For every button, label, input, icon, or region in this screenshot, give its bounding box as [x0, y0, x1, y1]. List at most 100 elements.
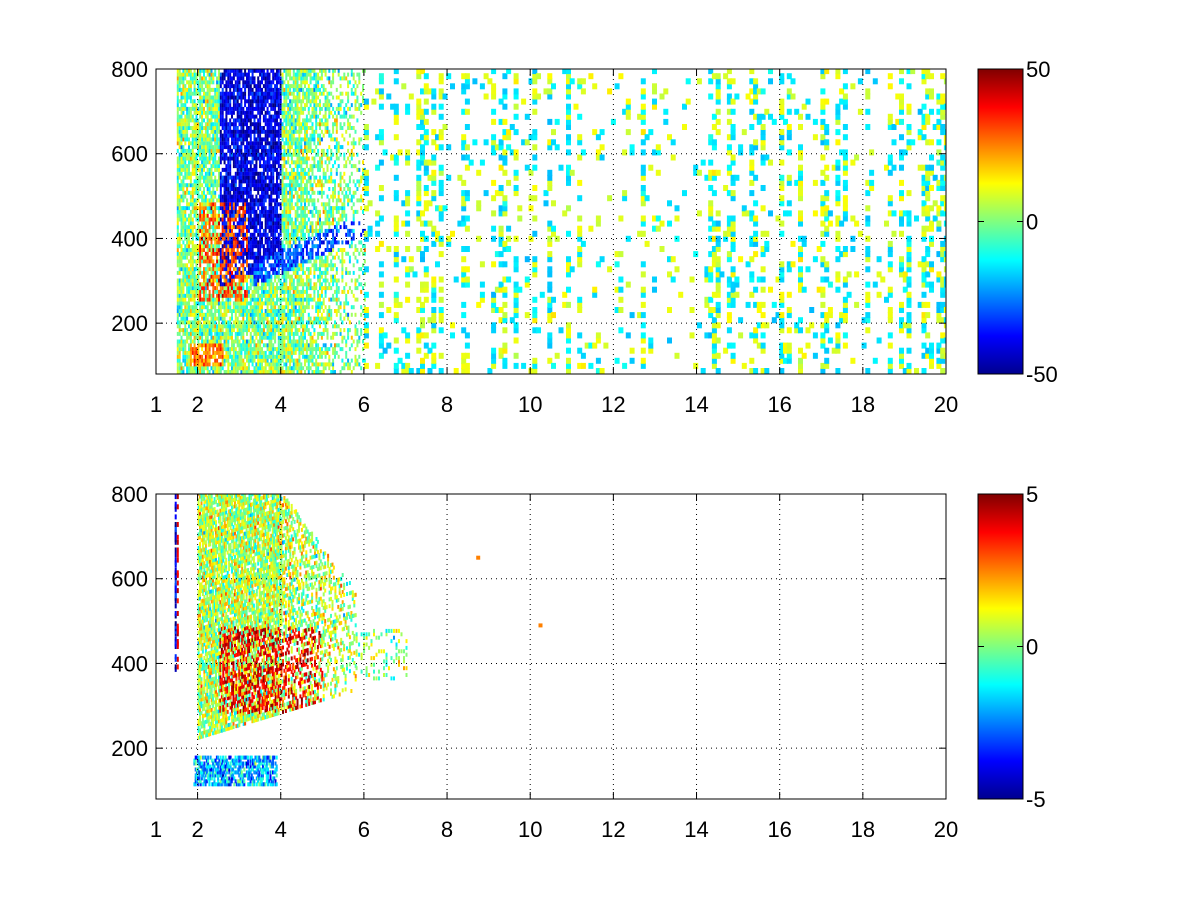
heatmap-cell [277, 114, 280, 119]
heatmap-cell [292, 87, 295, 92]
heatmap-cell [236, 175, 239, 180]
heatmap-cell [262, 213, 265, 218]
heatmap-cell [264, 72, 267, 77]
heatmap-cell [285, 267, 288, 272]
heatmap-cell [210, 129, 213, 134]
heatmap-cell [238, 209, 241, 214]
heatmap-cell [197, 366, 200, 371]
heatmap-cell [274, 370, 277, 374]
heatmap-cell [242, 362, 245, 367]
heatmap-cell [281, 126, 284, 130]
heatmap-cell [292, 148, 295, 153]
heatmap-cell [193, 366, 196, 371]
heatmap-cell [315, 145, 318, 150]
heatmap-cell [289, 148, 292, 153]
heatmap-cell [184, 76, 187, 81]
heatmap-cell [259, 87, 262, 92]
heatmap-cell [193, 248, 196, 252]
heatmap-cell [236, 282, 239, 287]
heatmap-cell [199, 145, 202, 150]
heatmap-cell [195, 202, 198, 207]
heatmap-cell [231, 278, 233, 283]
heatmap-cell [214, 209, 217, 214]
heatmap-cell [219, 202, 222, 207]
heatmap-cell [309, 175, 312, 180]
heatmap-cell [287, 217, 290, 222]
heatmap-cell [206, 263, 209, 268]
heatmap-cell [234, 137, 237, 142]
heatmap-cell [223, 91, 226, 96]
heatmap-cell [259, 95, 262, 100]
heatmap-cell [191, 99, 194, 104]
heatmap-cell [257, 316, 260, 321]
heatmap-cell [268, 118, 271, 123]
heatmap-cell [294, 228, 297, 233]
heatmap-cell [247, 87, 250, 92]
heatmap-cell [178, 362, 181, 367]
heatmap-cell [249, 76, 252, 81]
heatmap-cell [246, 164, 248, 169]
heatmap-cell [281, 152, 284, 157]
heatmap-cell [201, 122, 204, 127]
heatmap-cell [218, 164, 220, 169]
heatmap-cell [206, 305, 209, 310]
heatmap-cell [219, 198, 222, 203]
heatmap-cell [218, 320, 220, 325]
heatmap-cell [285, 114, 288, 119]
heatmap-cell [253, 232, 256, 237]
heatmap-cell [208, 278, 211, 283]
heatmap-cell [219, 95, 222, 100]
heatmap-cell [216, 91, 219, 96]
heatmap-cell [199, 76, 202, 81]
heatmap-cell [300, 339, 303, 344]
heatmap-cell [289, 137, 292, 142]
heatmap-cell [298, 76, 301, 81]
heatmap-cell [264, 91, 267, 96]
heatmap-cell [212, 362, 215, 367]
heatmap-cell [272, 80, 275, 85]
heatmap-cell [268, 255, 271, 260]
heatmap-cell [272, 95, 275, 100]
heatmap-cell [277, 225, 280, 230]
heatmap-cell [186, 331, 189, 336]
heatmap-cell [296, 225, 299, 230]
heatmap-cell [270, 316, 273, 321]
heatmap-cell [281, 133, 284, 138]
heatmap-cell [201, 164, 204, 169]
heatmap-cell [234, 297, 237, 302]
heatmap-cell [285, 358, 288, 363]
heatmap-cell [178, 240, 181, 245]
heatmap-cell [229, 244, 232, 249]
heatmap-cell [229, 198, 232, 203]
heatmap-cell [249, 293, 252, 298]
heatmap-cell [203, 339, 205, 344]
heatmap-cell [270, 324, 273, 329]
heatmap-cell [191, 221, 194, 226]
heatmap-cell [285, 225, 288, 230]
heatmap-cell [246, 370, 248, 374]
heatmap-cell [285, 194, 288, 199]
heatmap-cell [262, 202, 265, 207]
heatmap-cell [313, 69, 316, 73]
heatmap-cell [193, 320, 196, 325]
heatmap-cell [281, 91, 284, 96]
heatmap-cell [216, 255, 219, 260]
heatmap-cell [176, 270, 179, 275]
heatmap-cell [247, 80, 250, 85]
heatmap-cell [285, 335, 288, 340]
heatmap-cell [238, 84, 241, 89]
heatmap-cell [283, 175, 286, 180]
heatmap-cell [309, 167, 312, 172]
heatmap-cell [281, 286, 284, 291]
heatmap-cell [272, 69, 275, 73]
heatmap-cell [298, 358, 301, 363]
heatmap-cell [197, 267, 200, 272]
heatmap-cell [234, 103, 237, 108]
heatmap-cell [180, 72, 183, 77]
heatmap-cell [236, 148, 239, 153]
heatmap-cell [285, 370, 288, 374]
heatmap-cell [270, 194, 273, 199]
heatmap-cell [227, 328, 230, 333]
heatmap-cell [251, 87, 254, 92]
heatmap-cell [274, 167, 277, 172]
